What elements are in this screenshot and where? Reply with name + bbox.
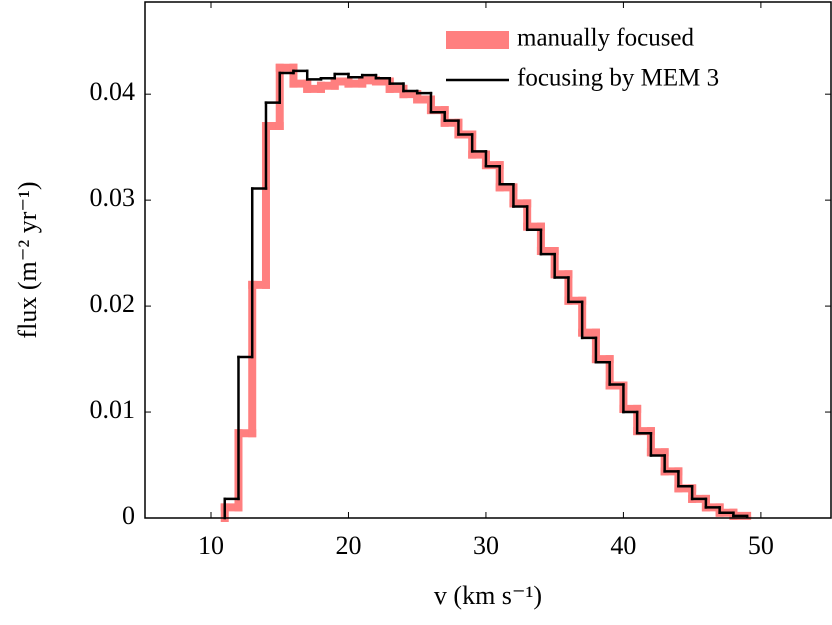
x-tick-label: 50 [748, 531, 774, 560]
x-tick-label: 10 [198, 531, 224, 560]
y-tick-label: 0.03 [90, 183, 136, 212]
y-tick-label: 0.04 [90, 77, 136, 106]
y-axis-label: flux (m⁻² yr⁻¹) [13, 181, 42, 338]
plot-frame [144, 1, 832, 519]
legend-label: manually focused [517, 25, 695, 52]
legend-swatch [446, 31, 509, 49]
x-tick-label: 40 [610, 531, 636, 560]
legend-label: focusing by MEM 3 [517, 65, 719, 92]
x-tick-label: 20 [335, 531, 361, 560]
y-tick-label: 0 [122, 501, 135, 530]
x-tick-label: 30 [473, 531, 499, 560]
y-tick-label: 0.02 [90, 289, 136, 318]
y-tick-label: 0.01 [90, 395, 136, 424]
x-axis-label: v (km s⁻¹) [434, 581, 542, 610]
